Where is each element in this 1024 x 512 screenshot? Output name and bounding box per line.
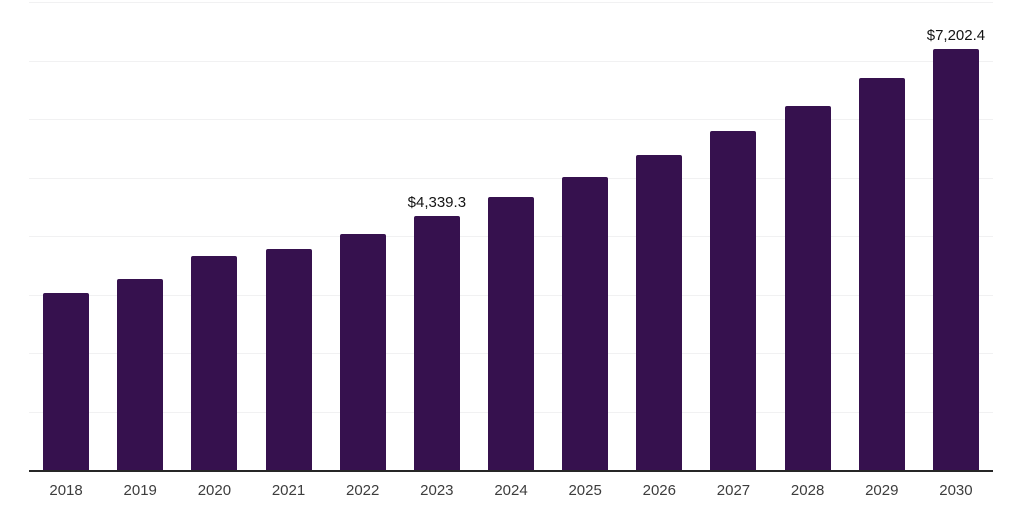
- bar-2019: [117, 278, 164, 470]
- bar-2023: [413, 216, 460, 470]
- x-tick-label-2023: 2023: [420, 482, 454, 499]
- x-tick-label-2024: 2024: [494, 482, 528, 499]
- bar-2029: [858, 78, 905, 470]
- bar-2027: [710, 130, 757, 470]
- x-tick-label-2020: 2020: [197, 482, 232, 499]
- bar-2026: [636, 154, 683, 470]
- bar-2022: [339, 233, 386, 470]
- x-axis-line: [29, 470, 993, 472]
- x-tick-label-2018: 2018: [49, 482, 83, 499]
- gridline-8000: [29, 2, 993, 3]
- x-tick-label-2021: 2021: [271, 482, 306, 499]
- data-label-2030: $7,202.4: [926, 26, 986, 44]
- x-tick-label-2026: 2026: [642, 482, 676, 499]
- bar-2021: [265, 248, 312, 470]
- bar-2024: [488, 197, 534, 470]
- x-tick-label-2022: 2022: [346, 482, 380, 499]
- x-tick-label-2019: 2019: [123, 482, 157, 499]
- gridline-7000: [29, 60, 993, 62]
- data-label-2023: $4,339.3: [407, 194, 467, 212]
- x-tick-label-2028: 2028: [790, 482, 825, 499]
- bar-2025: [562, 176, 609, 470]
- bar-2030: [932, 48, 979, 470]
- x-tick-label-2027: 2027: [716, 482, 751, 499]
- bar-2018: [43, 292, 90, 470]
- x-tick-label-2030: 2030: [939, 482, 973, 499]
- x-tick-label-2029: 2029: [865, 482, 899, 499]
- gridline-5000: [29, 177, 993, 179]
- bar-2020: [191, 256, 238, 470]
- x-tick-label-2025: 2025: [568, 482, 602, 499]
- bar-2028: [784, 105, 831, 470]
- gridline-6000: [29, 119, 993, 120]
